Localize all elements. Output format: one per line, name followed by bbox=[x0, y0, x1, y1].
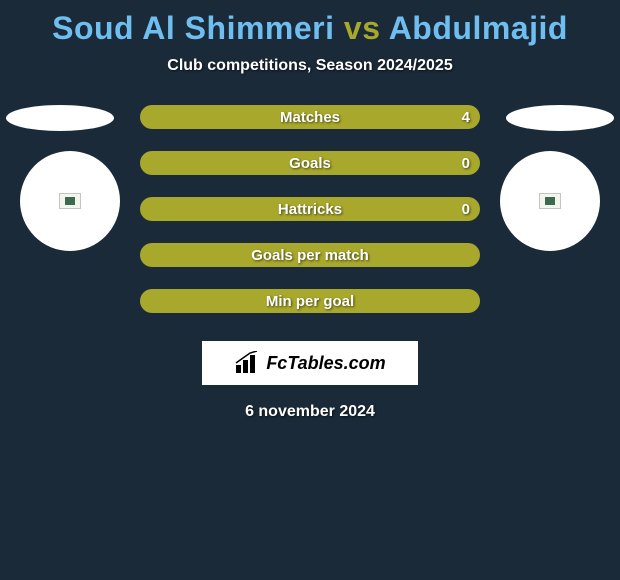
flag-icon bbox=[59, 193, 81, 209]
vs-text: vs bbox=[344, 10, 381, 46]
source-logo: FcTables.com bbox=[202, 341, 418, 385]
stat-bar-goals: Goals 0 bbox=[140, 151, 480, 175]
player1-name: Soud Al Shimmeri bbox=[52, 10, 334, 46]
stat-label: Hattricks bbox=[278, 201, 342, 218]
page-title: Soud Al Shimmeri vs Abdulmajid bbox=[0, 0, 620, 47]
date-text: 6 november 2024 bbox=[0, 403, 620, 421]
stat-value: 0 bbox=[462, 155, 470, 172]
subtitle: Club competitions, Season 2024/2025 bbox=[0, 57, 620, 75]
stat-label: Min per goal bbox=[266, 293, 354, 310]
player1-club-badge bbox=[20, 151, 120, 251]
comparison-content: Matches 4 Goals 0 Hattricks 0 Goals per … bbox=[0, 105, 620, 421]
stat-label: Goals bbox=[289, 155, 331, 172]
stat-value: 0 bbox=[462, 201, 470, 218]
player2-ellipse bbox=[506, 105, 614, 131]
stat-bar-goals-per-match: Goals per match bbox=[140, 243, 480, 267]
player2-club-badge bbox=[500, 151, 600, 251]
player1-ellipse bbox=[6, 105, 114, 131]
stat-label: Goals per match bbox=[251, 247, 369, 264]
stat-label: Matches bbox=[280, 109, 340, 126]
stat-bars: Matches 4 Goals 0 Hattricks 0 Goals per … bbox=[140, 105, 480, 313]
player2-name: Abdulmajid bbox=[389, 10, 568, 46]
logo-text: FcTables.com bbox=[266, 353, 385, 374]
flag-icon bbox=[539, 193, 561, 209]
stat-bar-matches: Matches 4 bbox=[140, 105, 480, 129]
stat-value: 4 bbox=[462, 109, 470, 126]
stat-bar-hattricks: Hattricks 0 bbox=[140, 197, 480, 221]
stat-bar-min-per-goal: Min per goal bbox=[140, 289, 480, 313]
bar-chart-icon bbox=[234, 351, 262, 375]
